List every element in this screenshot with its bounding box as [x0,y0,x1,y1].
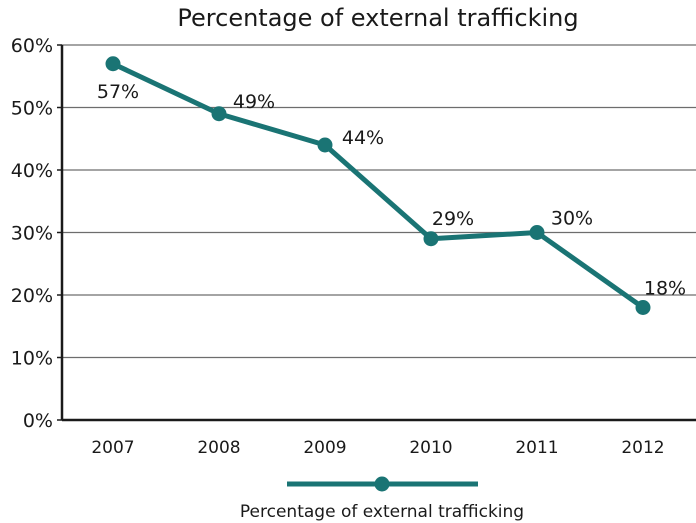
axes [57,44,696,422]
grid-lines [62,44,696,359]
legend: Percentage of external trafficking [240,476,524,522]
series-lines [110,61,646,310]
series-line [110,61,646,310]
data-label: 49% [233,91,275,113]
data-label: 18% [644,278,686,300]
y-tick-label: 30% [11,223,53,245]
x-tick-label: 2008 [197,438,240,458]
data-label: 29% [432,208,474,230]
data-label: 44% [342,127,384,149]
chart-title: Percentage of external trafficking [177,4,579,32]
data-point [423,231,439,247]
y-tick-label: 0% [23,410,53,432]
x-tick-label: 2007 [91,438,134,458]
x-tick-label: 2010 [409,438,452,458]
data-points [105,56,651,315]
data-point [105,56,121,72]
x-tick-label: 2009 [303,438,346,458]
y-tick-label: 60% [11,35,53,57]
x-tick-labels: 2007 2008 2009 2010 2011 2012 [91,438,664,458]
data-point [211,106,227,122]
y-tick-labels: 0% 10% 20% 30% 40% 50% 60% [11,35,53,432]
data-point [317,137,333,153]
data-label: 57% [97,81,139,103]
y-tick-label: 20% [11,285,53,307]
x-tick-label: 2011 [515,438,558,458]
x-tick-label: 2012 [621,438,664,458]
data-point [529,225,545,240]
data-point [635,300,651,315]
data-label: 30% [551,208,593,230]
legend-marker-swatch [374,476,390,492]
y-tick-label: 10% [11,348,53,370]
data-labels: 57% 49% 44% 29% 30% 18% [97,81,686,300]
legend-label: Percentage of external trafficking [240,502,524,522]
y-tick-label: 50% [11,98,53,120]
y-tick-label: 40% [11,160,53,182]
